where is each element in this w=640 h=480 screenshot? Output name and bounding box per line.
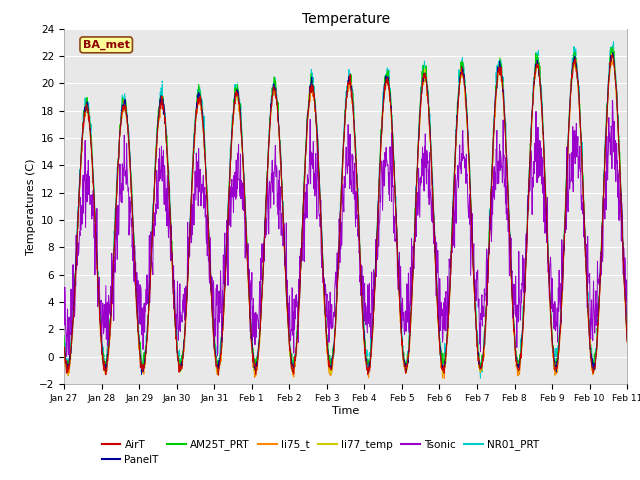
Legend: AirT, PanelT, AM25T_PRT, li75_t, li77_temp, Tsonic, NR01_PRT: AirT, PanelT, AM25T_PRT, li75_t, li77_te… xyxy=(97,435,543,469)
X-axis label: Time: Time xyxy=(332,406,359,416)
Y-axis label: Temperatures (C): Temperatures (C) xyxy=(26,158,36,255)
Text: BA_met: BA_met xyxy=(83,40,130,50)
Title: Temperature: Temperature xyxy=(301,12,390,26)
